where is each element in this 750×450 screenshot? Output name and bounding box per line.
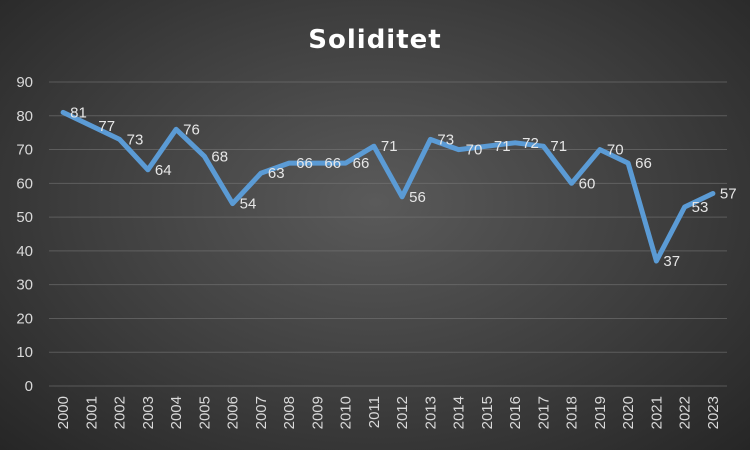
x-tick-label-2023: 2023 [705,396,722,429]
data-point-2015 [485,144,489,148]
x-tick-label-2000: 2000 [55,396,72,429]
data-point-2013 [428,137,432,141]
data-label-2018: 60 [579,175,596,192]
gridlines [49,81,727,387]
data-label-2012: 56 [409,189,426,206]
x-tick-label-2008: 2008 [281,396,298,429]
data-label-2006: 54 [240,196,257,213]
data-label-2009: 66 [324,155,341,172]
data-label-2008: 66 [296,155,313,172]
x-tick-label-2017: 2017 [535,396,552,429]
y-tick-label-60: 60 [16,175,33,192]
data-point-2020 [626,161,630,165]
data-point-2010 [344,161,348,165]
x-tick-label-2021: 2021 [648,396,665,429]
data-label-2017: 71 [550,138,567,155]
data-point-2003 [146,168,150,172]
x-tick-label-2003: 2003 [140,396,157,429]
data-label-2010: 66 [353,155,370,172]
x-tick-label-2002: 2002 [112,396,129,429]
data-label-2019: 70 [607,142,624,159]
y-tick-label-50: 50 [16,209,33,226]
data-label-2004: 76 [183,121,200,138]
x-tick-label-2015: 2015 [479,396,496,429]
x-tick-label-2005: 2005 [196,396,213,429]
data-point-2001 [89,124,93,128]
data-point-2004 [174,127,178,131]
data-point-2017 [541,144,545,148]
x-tick-label-2007: 2007 [253,396,270,429]
data-label-2016: 72 [522,135,539,152]
data-point-2018 [570,181,574,185]
data-point-2014 [457,148,461,152]
x-tick-label-2019: 2019 [592,396,609,429]
x-tick-label-2009: 2009 [309,396,326,429]
data-point-2006 [231,202,235,206]
data-label-2000: 81 [70,104,87,121]
data-point-2019 [598,148,602,152]
data-point-2016 [513,141,517,145]
y-tick-label-70: 70 [16,142,33,159]
data-label-2021: 37 [663,253,680,270]
data-label-2002: 73 [127,131,144,148]
data-point-2023 [711,191,715,195]
y-tick-label-40: 40 [16,243,33,260]
y-tick-label-0: 0 [25,378,33,395]
x-tick-label-2020: 2020 [620,396,637,429]
y-tick-label-30: 30 [16,277,33,294]
data-label-2013: 73 [437,131,454,148]
y-axis-ticks: 0 10 20 30 40 50 60 70 80 90 [16,74,33,395]
data-point-2005 [202,154,206,158]
data-label-2023: 57 [720,185,737,202]
x-axis-ticks: 2000 2001 2002 2003 2004 2005 2006 2007 2008 2009… [55,396,722,429]
x-tick-label-2011: 2011 [366,396,383,428]
data-point-2002 [118,137,122,141]
data-label-2020: 66 [635,155,652,172]
x-tick-label-2013: 2013 [422,396,439,429]
x-tick-label-2006: 2006 [225,396,242,429]
y-tick-label-20: 20 [16,310,33,327]
y-tick-label-90: 90 [16,74,33,91]
x-tick-label-2022: 2022 [677,396,694,429]
data-label-2001: 77 [98,118,115,135]
x-tick-label-2016: 2016 [507,396,524,429]
data-label-2007: 63 [268,165,285,182]
x-tick-label-2001: 2001 [83,396,100,429]
x-tick-label-2004: 2004 [168,396,185,429]
x-tick-label-2018: 2018 [564,396,581,429]
series-soliditet [60,109,716,264]
x-tick-label-2012: 2012 [394,396,411,429]
y-tick-label-10: 10 [16,344,33,361]
data-label-2015: 71 [494,138,511,155]
data-point-2012 [400,195,404,199]
chart-title: Soliditet [308,25,441,55]
data-point-2009 [315,161,319,165]
data-label-2014: 70 [466,142,483,159]
data-labels: 81 77 73 64 76 68 54 63 66 66 66 71 56 73 70 71 72 71 60 70… [70,104,736,270]
series-line [60,109,716,264]
y-tick-label-80: 80 [16,108,33,125]
data-point-2000 [61,110,65,114]
data-point-2022 [683,205,687,209]
data-label-2011: 71 [381,138,398,155]
x-tick-label-2014: 2014 [451,396,468,429]
data-label-2005: 68 [211,148,228,165]
data-label-2003: 64 [155,162,172,179]
data-point-2007 [259,171,263,175]
x-tick-label-2010: 2010 [338,396,355,429]
data-point-2011 [372,144,376,148]
data-point-2008 [287,161,291,165]
data-label-2022: 53 [692,199,709,216]
data-point-2021 [654,259,658,263]
